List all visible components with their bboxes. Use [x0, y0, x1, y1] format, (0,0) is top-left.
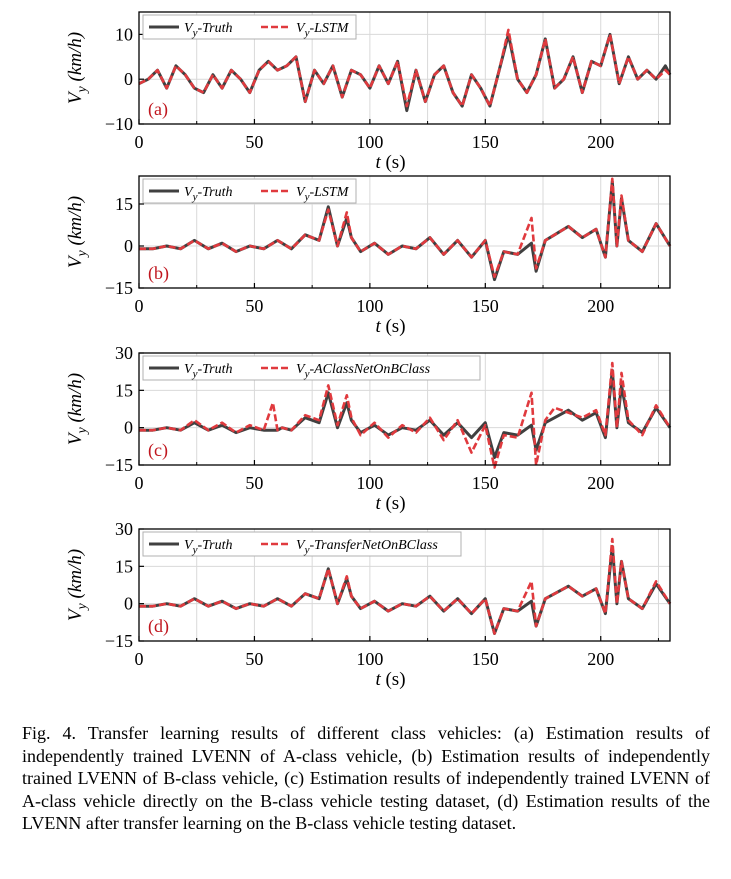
x-tick-label: 150 [472, 473, 499, 493]
plot-frame [138, 175, 671, 289]
y-tick-label: 10 [115, 24, 133, 44]
x-tick-label: 200 [587, 132, 614, 152]
x-tick-label: 50 [245, 649, 263, 669]
x-tick-label: 150 [472, 296, 499, 316]
y-tick-label: 15 [115, 194, 133, 214]
legend-box [142, 355, 481, 381]
x-tick-label: 0 [135, 132, 144, 152]
panel-tag: (b) [148, 263, 169, 284]
y-tick-label: 0 [124, 236, 133, 256]
y-tick-label: 0 [124, 69, 133, 89]
y-axis-label: Vy (km/h) [65, 373, 90, 445]
series-line-estimate [139, 537, 672, 635]
legend: Vy-Truth Vy-AClassNetOnBClass [142, 355, 481, 381]
x-tick-label: 200 [587, 473, 614, 493]
series-line-estimate [138, 28, 671, 108]
legend: Vy-Truth Vy-TransferNetOnBClass [142, 531, 462, 557]
y-tick-label: −10 [105, 114, 133, 134]
y-tick-label: −15 [105, 455, 133, 475]
x-axis-label: t (s) [375, 316, 405, 337]
y-tick-label: 0 [124, 594, 133, 614]
x-tick-label: 0 [135, 649, 144, 669]
panel-tag: (d) [148, 616, 169, 637]
panel-tag: (c) [148, 440, 168, 461]
x-tick-label: 50 [245, 473, 263, 493]
y-axis-label: Vy (km/h) [65, 549, 90, 621]
x-tick-label: 150 [472, 132, 499, 152]
legend-label: Vy-LSTM [296, 185, 350, 203]
legend-box [142, 531, 462, 557]
x-tick-label: 50 [245, 296, 263, 316]
y-tick-label: −15 [105, 278, 133, 298]
x-axis-label: t (s) [375, 669, 405, 690]
legend: Vy-Truth Vy-LSTM [142, 14, 357, 40]
legend-label: Vy-Truth [184, 185, 232, 203]
legend-label: Vy-LSTM [296, 21, 350, 39]
legend-box [142, 178, 357, 204]
legend-label: Vy-Truth [184, 538, 232, 556]
plot-frame [138, 528, 671, 642]
series-line-truth [139, 544, 672, 635]
legend-label: Vy-TransferNetOnBClass [296, 538, 438, 556]
x-axis-label: t (s) [375, 493, 405, 514]
legend-label: Vy-Truth [184, 21, 232, 39]
y-tick-label: −15 [105, 631, 133, 651]
y-axis-label: Vy (km/h) [65, 196, 90, 268]
x-tick-label: 0 [135, 296, 144, 316]
y-tick-label: 15 [115, 380, 133, 400]
legend-label: Vy-AClassNetOnBClass [296, 362, 431, 380]
legend: Vy-Truth Vy-LSTM [142, 178, 357, 204]
x-tick-label: 200 [587, 296, 614, 316]
figure-caption: Fig. 4. Transfer learning results of dif… [22, 723, 710, 833]
y-tick-label: 30 [115, 519, 133, 539]
x-tick-label: 100 [356, 473, 383, 493]
panel-tag: (a) [148, 99, 168, 120]
legend-label: Vy-Truth [184, 362, 232, 380]
x-tick-label: 100 [356, 649, 383, 669]
x-tick-label: 100 [356, 132, 383, 152]
series-line-estimate [139, 361, 672, 469]
x-axis-label: t (s) [375, 152, 405, 173]
plot-frame [138, 352, 671, 466]
series-line-estimate [139, 177, 672, 279]
x-tick-label: 100 [356, 296, 383, 316]
x-tick-label: 150 [472, 649, 499, 669]
plot-frame [138, 11, 671, 125]
y-tick-label: 30 [115, 343, 133, 363]
x-tick-label: 200 [587, 649, 614, 669]
y-axis-label: Vy (km/h) [65, 32, 90, 104]
x-tick-label: 0 [135, 473, 144, 493]
y-tick-label: 15 [115, 556, 133, 576]
y-tick-label: 0 [124, 418, 133, 438]
x-tick-label: 50 [245, 132, 263, 152]
